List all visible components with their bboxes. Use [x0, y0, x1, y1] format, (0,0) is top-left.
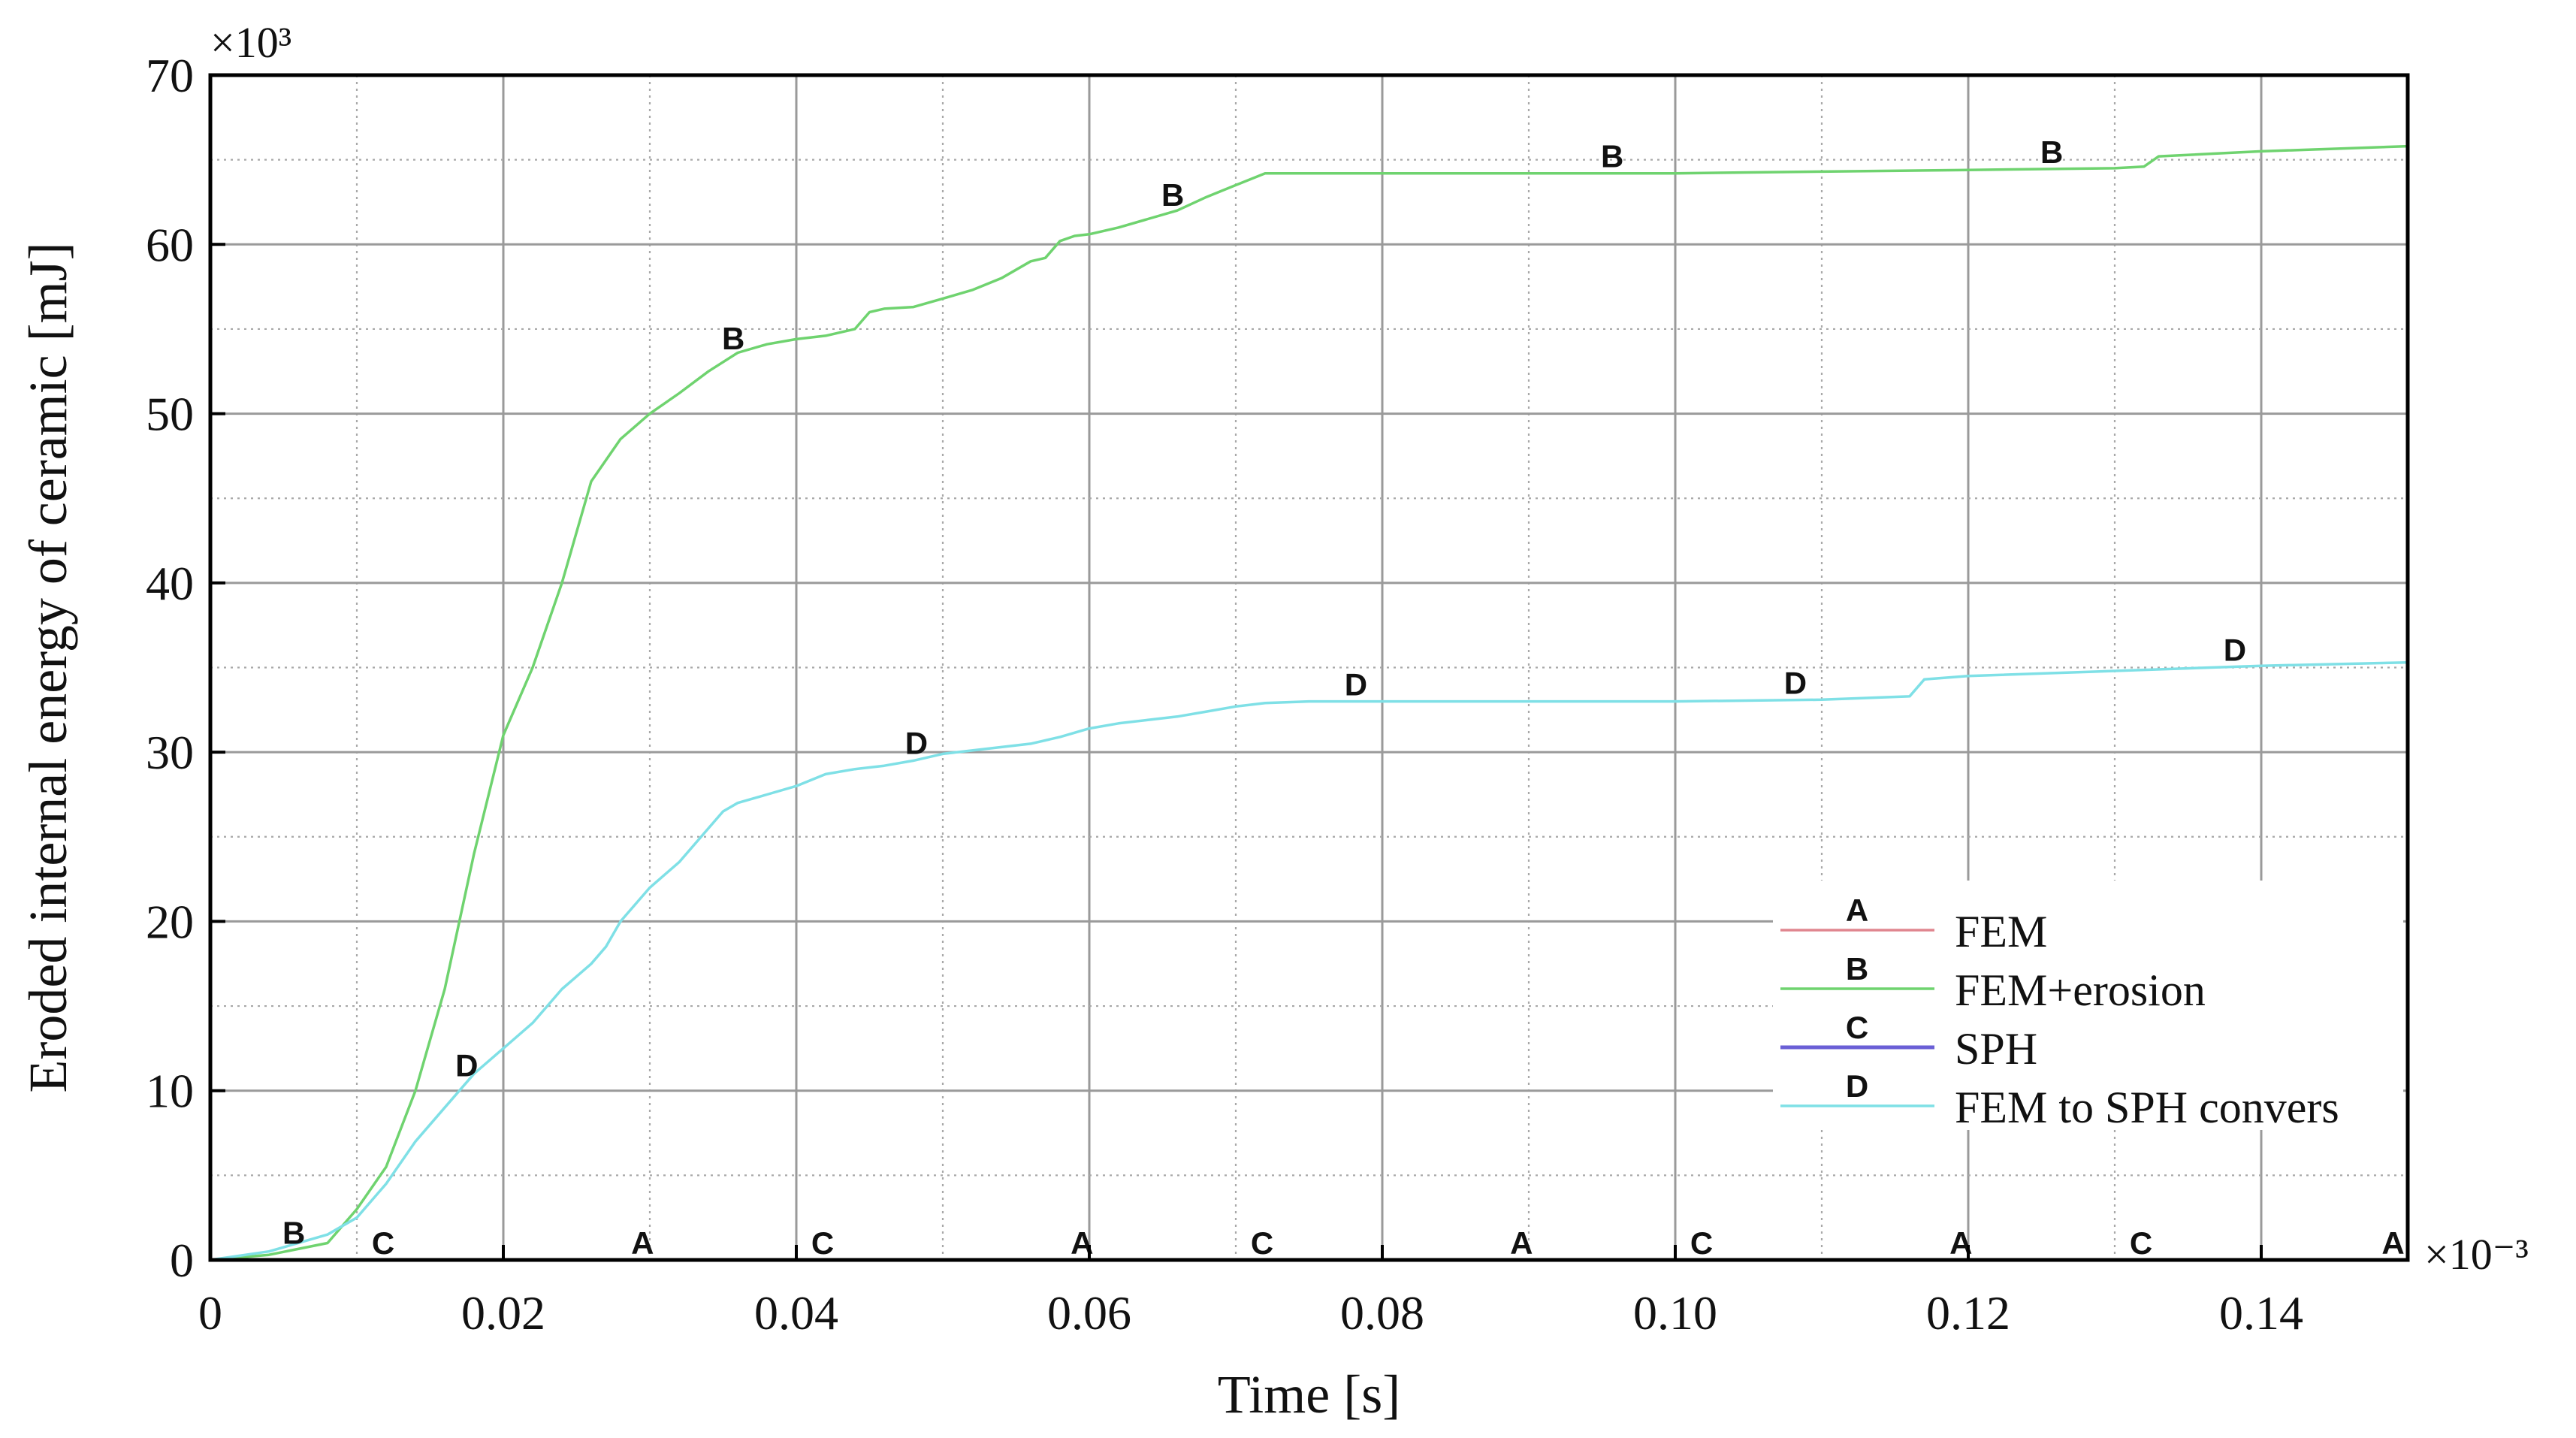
legend-marker-letter: A: [1846, 893, 1868, 928]
series-marker-b: B: [2040, 134, 2063, 170]
series-marker-d: D: [1345, 667, 1367, 702]
y-tick-label: 0: [170, 1234, 194, 1287]
series-marker-d: D: [1784, 666, 1807, 701]
x-tick-label: 0.04: [754, 1286, 838, 1340]
series-line-b: [210, 144, 2408, 1261]
legend-label: FEM: [1955, 907, 2047, 956]
series-marker-c: C: [372, 1225, 394, 1261]
legend-label: FEM+erosion: [1955, 965, 2206, 1015]
series-marker-b: B: [1601, 139, 1623, 174]
y-tick-label: 20: [146, 895, 194, 948]
y-tick-label: 40: [146, 557, 194, 610]
legend-box: [1773, 881, 2403, 1130]
series-marker-c: C: [811, 1225, 834, 1261]
series-marker-c: C: [1690, 1225, 1713, 1261]
series-marker-b: B: [282, 1216, 305, 1251]
y-tick-label: 30: [146, 726, 194, 779]
y-tick-label: 70: [146, 49, 194, 102]
series-marker-d: D: [905, 726, 928, 761]
x-tick-label: 0.02: [461, 1286, 545, 1340]
axis-ticks: 0 0.02 0.04 0.06 0.08 0.10 0.12 0.14 0 10 20 30 40 50…: [146, 49, 2303, 1340]
x-tick-label: 0.06: [1047, 1286, 1131, 1340]
series-marker-b: B: [1161, 177, 1184, 213]
legend-label: FEM to SPH convers: [1955, 1083, 2339, 1132]
x-tick-label: 0: [198, 1286, 222, 1340]
x-tick-label: 0.14: [2219, 1286, 2303, 1340]
legend-item: B FEM+erosion: [1780, 951, 2206, 1015]
y-tick-label: 10: [146, 1065, 194, 1118]
legend-item: D FEM to SPH convers: [1780, 1068, 2339, 1132]
legend-marker-letter: D: [1846, 1068, 1868, 1104]
x-axis-multiplier: ×10⁻³: [2424, 1230, 2529, 1279]
series-marker-a: A: [631, 1225, 654, 1261]
y-tick-label: 60: [146, 218, 194, 271]
legend-marker-letter: B: [1846, 951, 1868, 986]
legend-marker-letter: C: [1846, 1010, 1868, 1045]
series-marker-a: A: [1510, 1225, 1533, 1261]
legend-label: SPH: [1955, 1024, 2037, 1074]
series-line-d: [210, 660, 2408, 1261]
series-marker-b: B: [722, 321, 744, 356]
legend-item: C SPH: [1780, 1010, 2037, 1074]
series-marker-d: D: [2224, 632, 2246, 667]
x-tick-label: 0.12: [1926, 1286, 2010, 1340]
y-tick-label: 50: [146, 388, 194, 441]
x-axis-title: Time [s]: [1218, 1364, 1400, 1424]
y-axis-title: Eroded internal energy of ceramic [mJ]: [18, 242, 78, 1092]
plot-frame: [208, 73, 2410, 1262]
series-marker-a: A: [2381, 1225, 2404, 1261]
series-marker-d: D: [455, 1047, 478, 1083]
legend-item: A FEM: [1780, 893, 2047, 956]
x-tick-label: 0.10: [1633, 1286, 1717, 1340]
series-marker-c: C: [1251, 1225, 1273, 1261]
y-axis-multiplier: ×10³: [210, 18, 291, 67]
x-tick-label: 0.08: [1340, 1286, 1424, 1340]
legend: A FEM B FEM+erosion C SPH D FEM to SPH convers: [1773, 881, 2403, 1132]
series-marker-c: C: [2130, 1225, 2152, 1261]
